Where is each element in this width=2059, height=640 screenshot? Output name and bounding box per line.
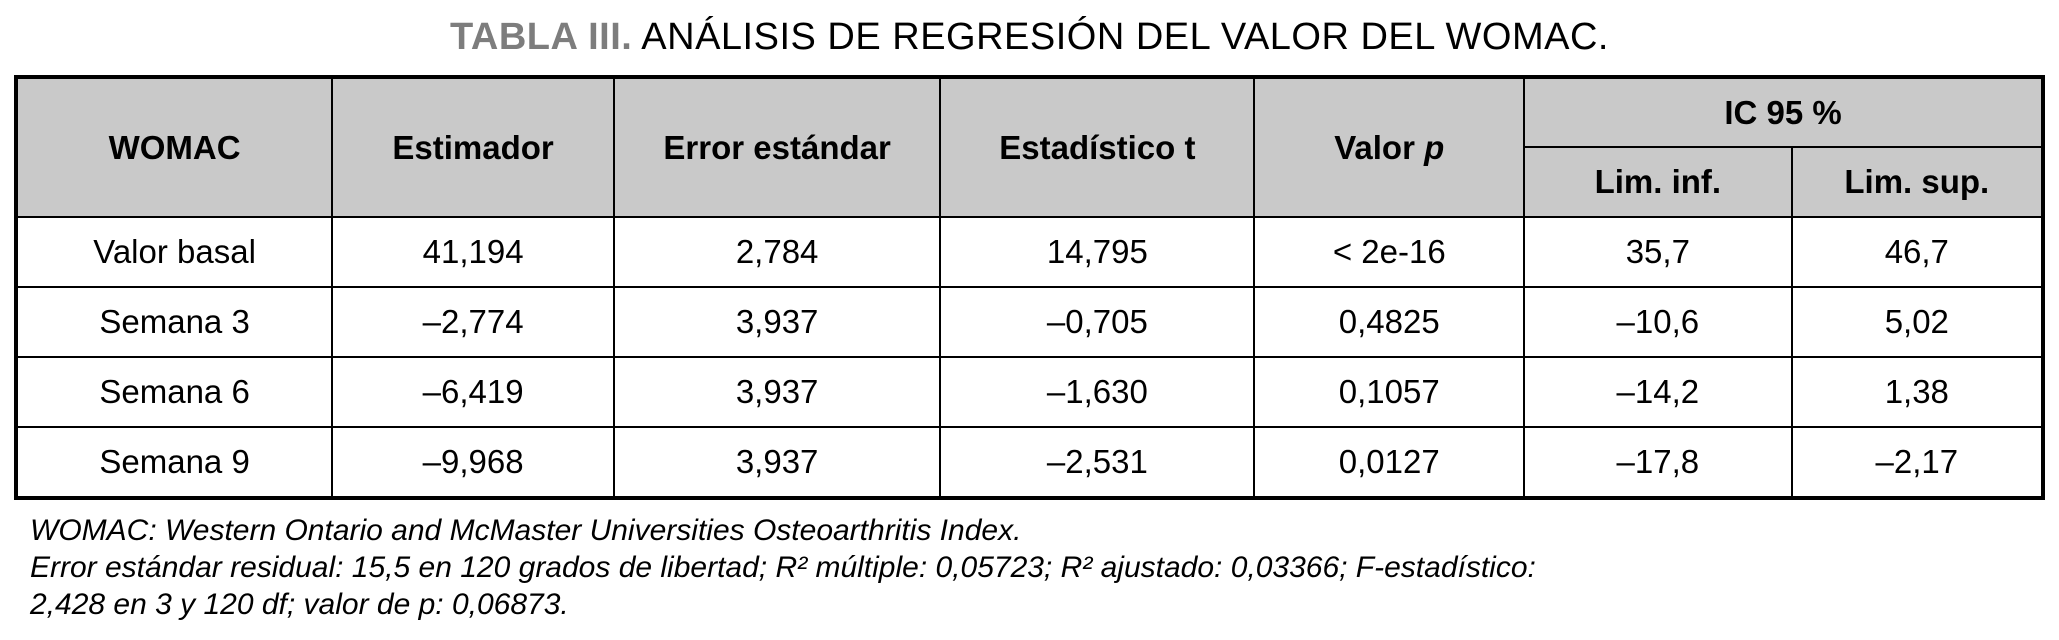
value-cell: 0,0127 <box>1253 426 1526 499</box>
value-cell: 0,1057 <box>1253 356 1526 428</box>
value-cell: 14,795 <box>939 216 1256 288</box>
table-row: Semana 6 –6,419 3,937 –1,630 0,1057 –14,2 1,38 <box>14 356 2045 428</box>
value-cell: –2,531 <box>939 426 1256 499</box>
regression-table: WOMAC Estimador Error estándar Estadísti… <box>14 75 2045 500</box>
page-title: TABLA III. ANÁLISIS DE REGRESIÓN DEL VAL… <box>14 16 2045 59</box>
table-body: Valor basal 41,194 2,784 14,795 < 2e-16 35,7 4… <box>14 216 2045 499</box>
header-lim-inf: Lim. inf. <box>1523 146 1793 218</box>
value-cell: –6,419 <box>331 356 615 428</box>
table-row: Semana 3 –2,774 3,937 –0,705 0,4825 –10,6 5,02 <box>14 286 2045 358</box>
table-row: Semana 9 –9,968 3,937 –2,531 0,0127 –17,8 –2,1… <box>14 426 2045 499</box>
value-cell: 41,194 <box>331 216 615 288</box>
value-cell: 3,937 <box>612 286 942 358</box>
footnote-line: WOMAC: Western Ontario and McMaster Univ… <box>30 514 1022 547</box>
value-cell: 5,02 <box>1790 286 2045 358</box>
table-number-label: TABLA III. <box>450 16 633 58</box>
value-cell: < 2e-16 <box>1253 216 1526 288</box>
value-cell: 1,38 <box>1790 356 2045 428</box>
value-cell: –2,774 <box>331 286 615 358</box>
table-title-text: ANÁLISIS DE REGRESIÓN DEL VALOR DEL WOMA… <box>641 16 1609 58</box>
header-row-sub: Lim. inf. Lim. sup. <box>16 146 2045 218</box>
header-estimador: Estimador <box>331 76 615 218</box>
table-header: WOMAC Estimador Error estándar Estadísti… <box>14 76 2045 218</box>
value-cell: 46,7 <box>1790 216 2045 288</box>
header-error-estandar: Error estándar <box>612 76 942 218</box>
header-row-top: WOMAC Estimador Error estándar Estadísti… <box>14 76 2044 218</box>
value-cell: 35,7 <box>1523 216 1793 288</box>
footnote-line: Error estándar residual: 15,5 en 120 gra… <box>30 551 1536 584</box>
value-cell: –10,6 <box>1523 286 1793 358</box>
value-cell: 3,937 <box>612 426 942 499</box>
row-label-cell: Semana 3 <box>14 286 334 358</box>
row-label-cell: Valor basal <box>14 216 334 288</box>
value-cell: –17,8 <box>1523 426 1793 499</box>
value-cell: –2,17 <box>1790 426 2045 499</box>
value-cell: –1,630 <box>939 356 1256 428</box>
header-estadistico-t: Estadístico t <box>939 76 1256 218</box>
header-womac: WOMAC <box>14 76 334 218</box>
footnote-line: 2,428 en 3 y 120 df; valor de p: 0,06873… <box>30 588 569 621</box>
row-label-cell: Semana 6 <box>14 356 334 428</box>
value-cell: –14,2 <box>1523 356 1793 428</box>
row-label-cell: Semana 9 <box>14 426 334 499</box>
value-cell: 2,784 <box>612 216 942 288</box>
value-cell: 0,4825 <box>1253 286 1526 358</box>
table-row: Valor basal 41,194 2,784 14,795 < 2e-16 35,7 4… <box>14 216 2045 288</box>
value-cell: –9,968 <box>331 426 615 499</box>
header-ic95: IC 95 % <box>1523 76 2044 148</box>
header-lim-sup: Lim. sup. <box>1790 146 2045 218</box>
footnotes: WOMAC: Western Ontario and McMaster Univ… <box>30 512 2045 623</box>
value-cell: –0,705 <box>939 286 1256 358</box>
value-cell: 3,937 <box>612 356 942 428</box>
valor-p-symbol: p <box>1424 128 1445 166</box>
valor-p-prefix: Valor <box>1334 128 1425 166</box>
header-valor-p: Valor p <box>1253 76 1526 218</box>
